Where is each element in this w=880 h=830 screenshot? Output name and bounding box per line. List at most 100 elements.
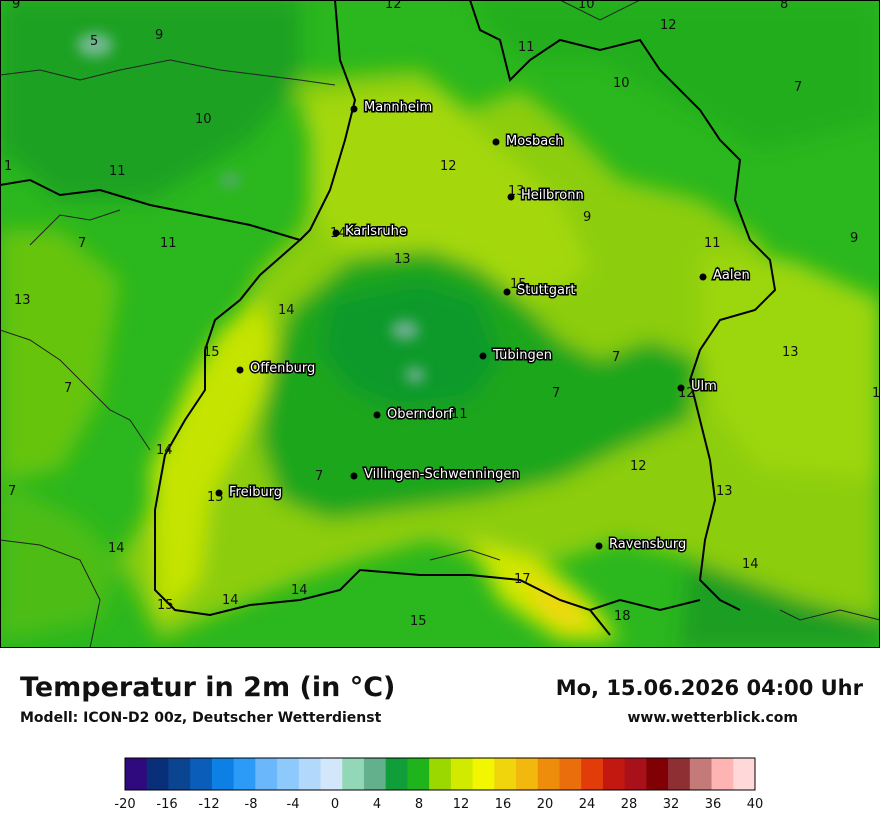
temp-value: 14	[291, 583, 308, 598]
legend-swatch	[537, 758, 560, 790]
legend-tick-label: -8	[245, 797, 258, 812]
temp-value: 15	[203, 345, 220, 360]
city-freiburg: Freiburg	[215, 484, 284, 502]
temp-value: 14	[278, 303, 295, 318]
temp-value: 12	[440, 159, 457, 174]
temp-value: 7	[8, 484, 16, 499]
forecast-datetime: Mo, 15.06.2026 04:00 Uhr	[555, 676, 863, 700]
temp-value: 14	[742, 557, 759, 572]
temp-value: 15	[157, 598, 174, 613]
city-heilbronn: Heilbronn	[507, 187, 585, 205]
temp-value: 8	[780, 0, 788, 12]
city-karlsruhe: Karlsruhe	[332, 223, 408, 241]
svg-text:Oberndorf: Oberndorf	[387, 407, 453, 422]
temp-value: 12	[630, 459, 647, 474]
temp-value: 11	[160, 236, 177, 251]
legend-swatch	[277, 758, 300, 790]
city-stuttgart: Stuttgart	[503, 282, 577, 300]
legend-swatch	[385, 758, 408, 790]
temp-value: 14	[156, 443, 173, 458]
svg-text:Mannheim: Mannheim	[364, 100, 432, 115]
temp-value: 7	[78, 236, 86, 251]
legend-swatch	[646, 758, 669, 790]
legend-swatch	[516, 758, 539, 790]
cold-spots	[77, 33, 425, 383]
legend-tick-label: 4	[373, 797, 381, 812]
legend-swatch	[494, 758, 517, 790]
temp-value: 9	[583, 210, 591, 225]
city-ulm: Ulm	[677, 378, 718, 396]
legend-border	[124, 757, 756, 791]
temp-value: 17	[514, 572, 531, 587]
svg-text:Ravensburg: Ravensburg	[609, 537, 686, 552]
temp-value: 7	[794, 80, 802, 95]
legend-tick-label: -16	[156, 797, 177, 812]
legend-swatch	[363, 758, 387, 790]
temp-value: 18	[614, 609, 631, 624]
legend-swatch	[407, 758, 430, 790]
legend-tick-label: 16	[495, 797, 512, 812]
legend-swatch	[146, 758, 169, 790]
svg-text:Freiburg: Freiburg	[229, 485, 282, 500]
city-tuebingen: Tübingen	[479, 347, 554, 365]
city-mannheim: Mannheim	[350, 99, 434, 117]
svg-text:Heilbronn: Heilbronn	[521, 188, 584, 203]
legend-tick-label: 24	[579, 797, 596, 812]
temp-value: 10	[578, 0, 595, 12]
legend-swatch	[689, 758, 713, 790]
temperature-labels: 9 5 9 12 10 8 12 11 10 7 10 1 11 12 13 9…	[4, 0, 880, 629]
temp-value: 7	[612, 350, 620, 365]
temp-value: 10	[195, 112, 212, 127]
map-title: Temperatur in 2m (in °C)	[20, 672, 396, 703]
legend-swatch	[472, 758, 495, 790]
borders	[0, 0, 777, 636]
legend-swatch	[581, 758, 604, 790]
legend-swatch	[298, 758, 322, 790]
legend-ticks: -20 -16 -12 -8 -4 0 4 8 12 16 20 24 28 32 36 40	[114, 797, 763, 812]
temp-value: 15	[510, 277, 527, 292]
legend-tick-label: 12	[453, 797, 470, 812]
temperature-map: 9 5 9 12 10 8 12 11 10 7 10 1 11 12 13 9…	[0, 0, 880, 648]
footer: Temperatur in 2m (in °C) Modell: ICON-D2…	[0, 648, 880, 830]
svg-text:Offenburg: Offenburg	[250, 361, 315, 376]
website-link[interactable]: www.wetterblick.com	[627, 710, 799, 726]
legend-swatch	[255, 758, 278, 790]
temp-value: 13	[782, 345, 799, 360]
legend-tick-label: 36	[705, 797, 722, 812]
legend-tick-label: 20	[537, 797, 554, 812]
city-oberndorf: Oberndorf	[373, 406, 455, 424]
legend-swatch	[233, 758, 256, 790]
model-subtitle: Modell: ICON-D2 00z, Deutscher Wetterdie…	[20, 710, 382, 726]
svg-text:Mosbach: Mosbach	[506, 134, 564, 149]
temp-value: 9	[12, 0, 20, 12]
temp-value: 12	[660, 18, 677, 33]
city-villingen-schwenningen: Villingen-Schwenningen	[350, 466, 521, 484]
legend-swatch	[211, 758, 235, 790]
svg-text:Karlsruhe: Karlsruhe	[345, 224, 407, 239]
city-aalen: Aalen	[699, 267, 751, 285]
legend-swatches	[124, 757, 756, 791]
temp-value: 15	[410, 614, 427, 629]
temp-value: 11	[704, 236, 721, 251]
temp-value: 1	[872, 386, 880, 401]
temp-value: 1	[4, 159, 12, 174]
legend-swatch	[320, 758, 343, 790]
temp-value: 13	[394, 252, 411, 267]
legend-tick-label: 40	[747, 797, 764, 812]
legend-swatch	[125, 758, 148, 790]
temp-value: 13	[14, 293, 31, 308]
legend-tick-label: -4	[287, 797, 300, 812]
temp-value: 12	[385, 0, 402, 12]
temp-value: 13	[716, 484, 733, 499]
legend-swatch	[342, 758, 365, 790]
legend-swatch	[624, 758, 647, 790]
legend-tick-label: 0	[331, 797, 339, 812]
svg-text:Aalen: Aalen	[713, 268, 750, 283]
legend-swatch	[559, 758, 582, 790]
legend-tick-label: -12	[198, 797, 219, 812]
legend-swatch	[733, 758, 756, 790]
legend-tick-label: 28	[621, 797, 638, 812]
svg-text:Villingen-Schwenningen: Villingen-Schwenningen	[364, 467, 520, 482]
svg-text:Stuttgart: Stuttgart	[517, 283, 575, 298]
temp-value: 7	[315, 469, 323, 484]
